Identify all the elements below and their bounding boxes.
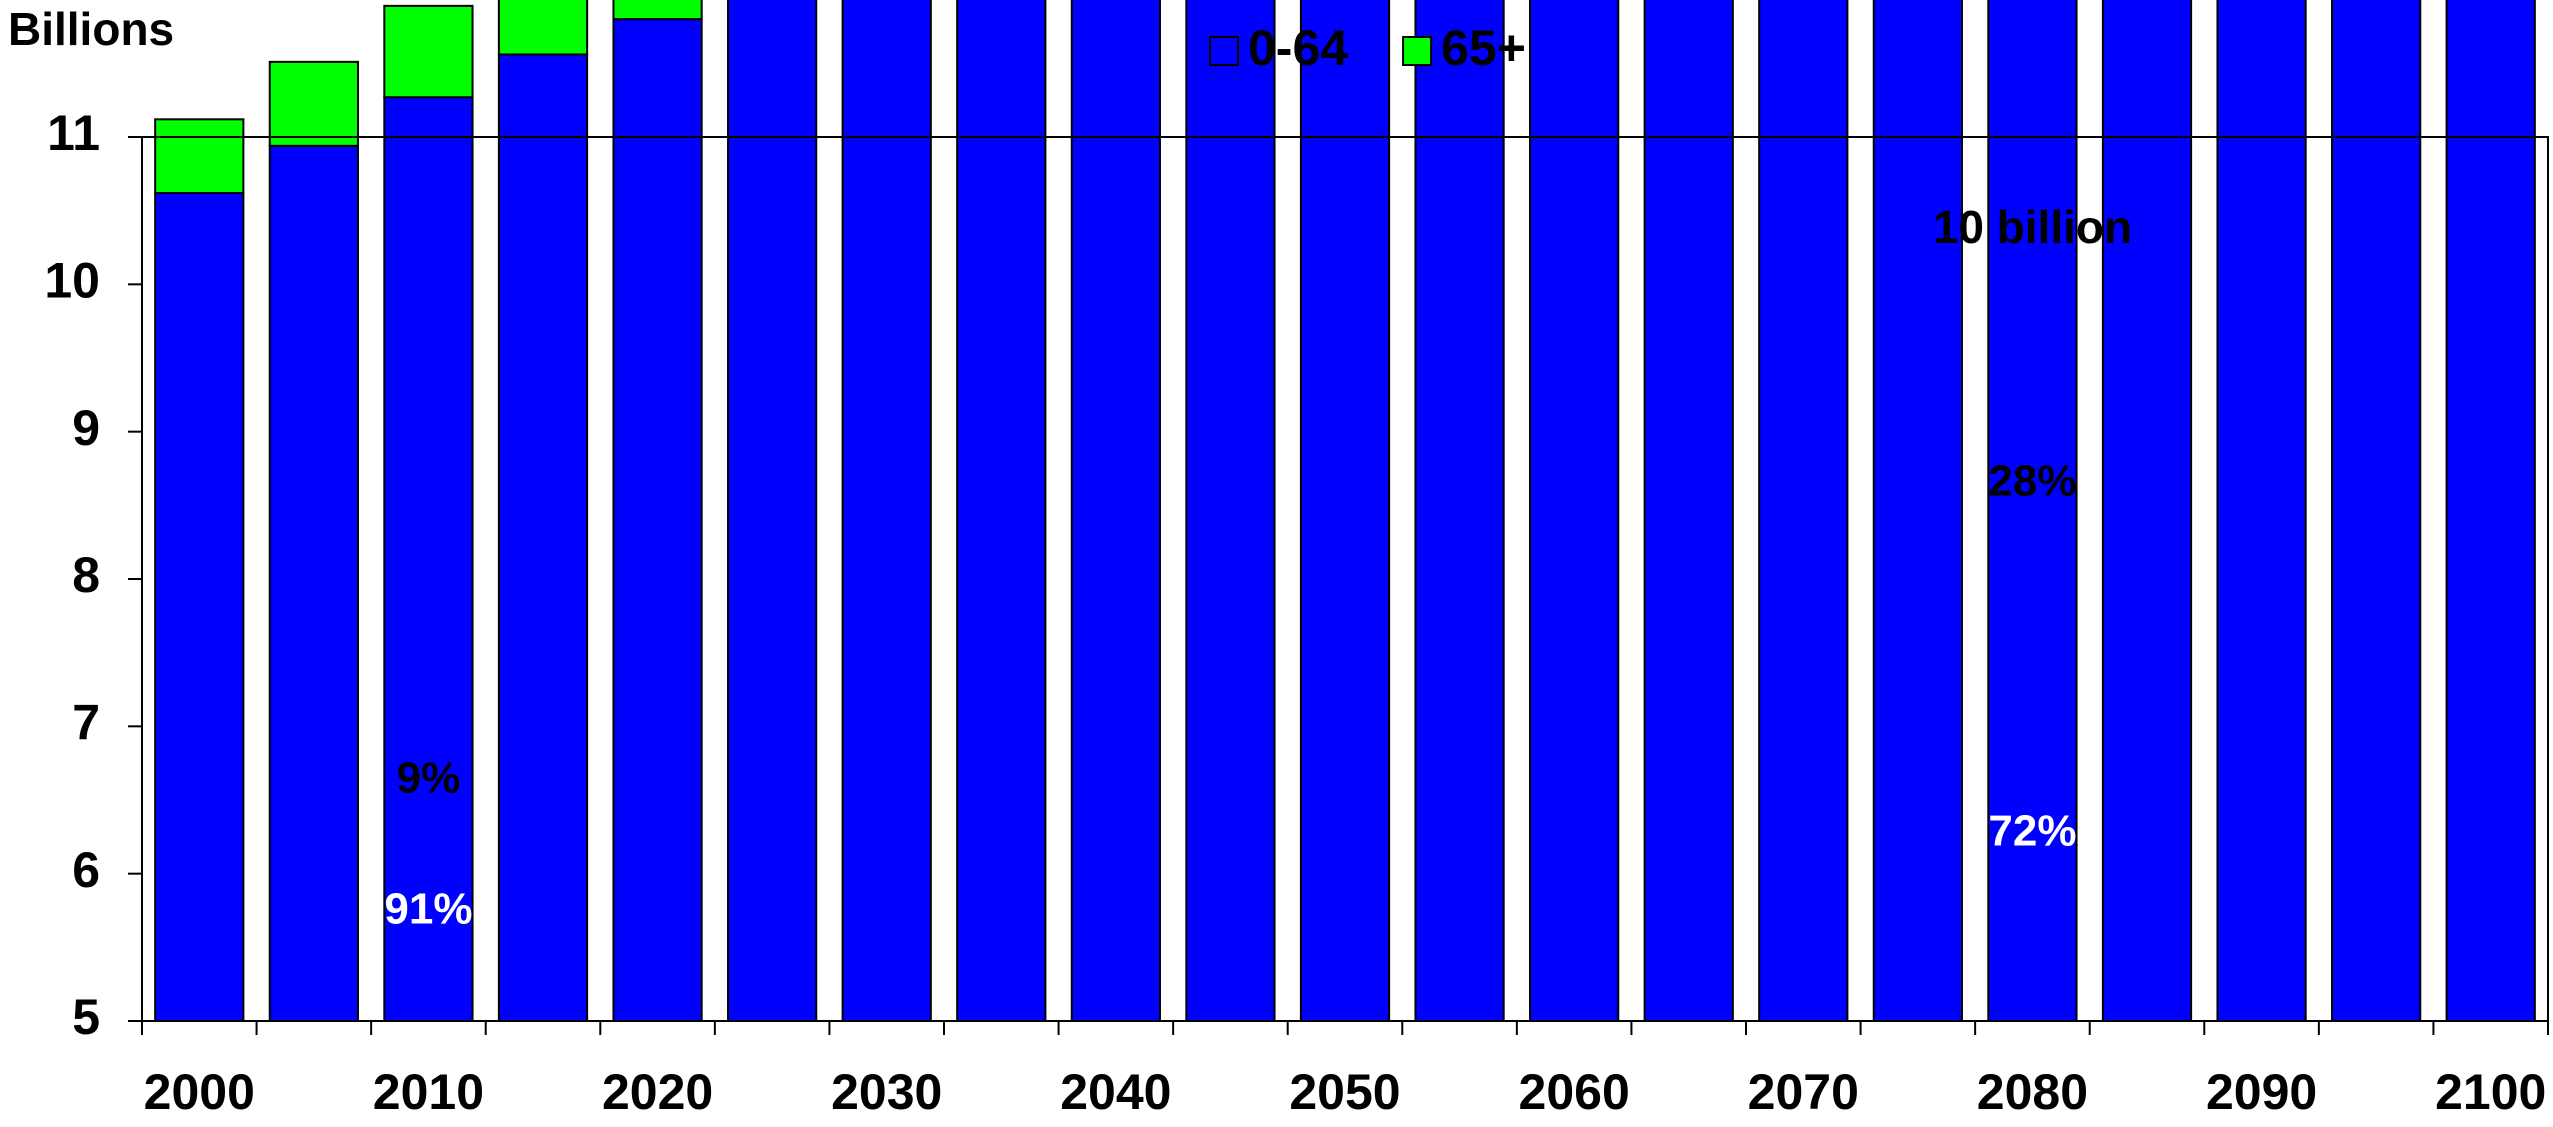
y-tick-label: 10 — [44, 253, 100, 309]
bar-segment — [1414, 0, 1505, 1023]
annotation: 9% — [397, 754, 461, 803]
x-tick-label: 2030 — [831, 1064, 942, 1120]
bar-segment — [2331, 0, 2422, 1022]
annotation: 28% — [1988, 457, 2076, 506]
y-tick-label: 8 — [72, 547, 100, 603]
plot-frame — [141, 136, 2549, 1022]
bar-segment — [154, 191, 245, 1022]
legend-swatch — [1209, 36, 1239, 66]
x-tick-label: 2050 — [1289, 1064, 1400, 1120]
bar-segment — [154, 118, 245, 194]
bar-segment — [1872, 0, 1963, 1023]
bar-segment — [383, 4, 474, 99]
x-tick-label: 2070 — [1748, 1064, 1859, 1120]
annotation: 72% — [1988, 807, 2076, 856]
x-tick-label: 2090 — [2206, 1064, 2317, 1120]
y-tick-label: 7 — [72, 695, 100, 751]
y-tick-label: 6 — [72, 842, 100, 898]
x-tick-label: 2100 — [2435, 1064, 2546, 1120]
bar-segment — [268, 60, 359, 147]
bar-segment — [612, 0, 703, 21]
bar-segment — [497, 53, 589, 1022]
x-tick-label: 2060 — [1519, 1064, 1630, 1120]
y-axis-label: Billions — [8, 3, 174, 55]
bar-segment — [2101, 0, 2193, 1023]
legend-swatch — [1402, 36, 1433, 66]
x-tick-label: 2040 — [1060, 1064, 1171, 1120]
x-tick-label: 2080 — [1977, 1064, 2088, 1120]
bar-segment — [1643, 0, 1734, 1022]
x-tick-label: 2010 — [373, 1064, 484, 1120]
annotation: 91% — [384, 885, 472, 934]
bar-segment — [1987, 0, 2078, 1022]
x-tick-label: 2020 — [602, 1064, 713, 1120]
bar-segment — [727, 0, 818, 1023]
bar-segment — [2216, 0, 2307, 1023]
bar-segment — [383, 96, 474, 1023]
bar-segment — [956, 0, 1047, 1023]
bar-segment — [1299, 0, 1391, 1022]
bar-segment — [1758, 0, 1849, 1023]
bar-segment — [497, 0, 589, 56]
legend-label: 65+ — [1441, 20, 1526, 76]
bar-segment — [1070, 0, 1161, 1023]
y-tick-label: 11 — [47, 105, 100, 161]
bar-segment — [841, 0, 932, 1023]
bar-segment — [268, 144, 359, 1022]
x-tick-label: 2000 — [144, 1064, 255, 1120]
y-tick-label: 5 — [72, 989, 100, 1045]
y-tick-label: 9 — [72, 400, 100, 456]
annotation: 10 billion — [1933, 201, 2132, 253]
legend-label: 0-64 — [1248, 20, 1348, 76]
bar-segment — [2445, 0, 2536, 1022]
bar-segment — [1185, 0, 1276, 1023]
bar-segment — [1529, 0, 1620, 1022]
bar-segment — [612, 18, 703, 1022]
